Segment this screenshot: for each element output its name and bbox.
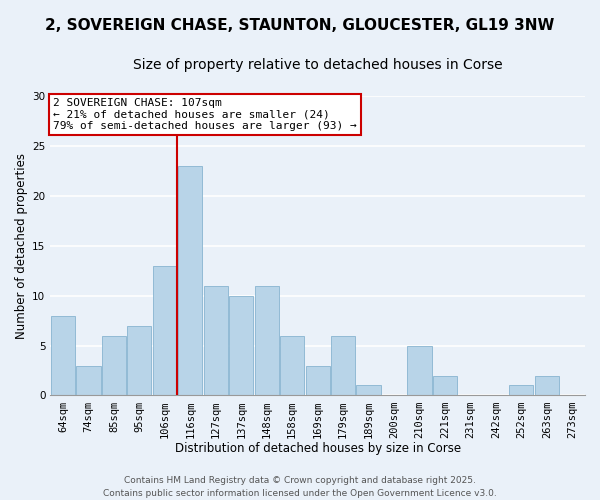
- Bar: [433, 376, 457, 396]
- Bar: [509, 386, 533, 396]
- Bar: [51, 316, 75, 396]
- Bar: [331, 336, 355, 396]
- Title: Size of property relative to detached houses in Corse: Size of property relative to detached ho…: [133, 58, 502, 71]
- Text: 2, SOVEREIGN CHASE, STAUNTON, GLOUCESTER, GL19 3NW: 2, SOVEREIGN CHASE, STAUNTON, GLOUCESTER…: [46, 18, 554, 32]
- Bar: [305, 366, 330, 396]
- Bar: [153, 266, 177, 396]
- Bar: [127, 326, 151, 396]
- Bar: [280, 336, 304, 396]
- Bar: [356, 386, 380, 396]
- Text: 2 SOVEREIGN CHASE: 107sqm
← 21% of detached houses are smaller (24)
79% of semi-: 2 SOVEREIGN CHASE: 107sqm ← 21% of detac…: [53, 98, 357, 131]
- Bar: [178, 166, 202, 396]
- Bar: [254, 286, 279, 396]
- Bar: [102, 336, 126, 396]
- Bar: [407, 346, 431, 396]
- Bar: [535, 376, 559, 396]
- Bar: [203, 286, 228, 396]
- Bar: [229, 296, 253, 396]
- X-axis label: Distribution of detached houses by size in Corse: Distribution of detached houses by size …: [175, 442, 461, 455]
- Text: Contains HM Land Registry data © Crown copyright and database right 2025.
Contai: Contains HM Land Registry data © Crown c…: [103, 476, 497, 498]
- Y-axis label: Number of detached properties: Number of detached properties: [15, 153, 28, 339]
- Bar: [76, 366, 101, 396]
